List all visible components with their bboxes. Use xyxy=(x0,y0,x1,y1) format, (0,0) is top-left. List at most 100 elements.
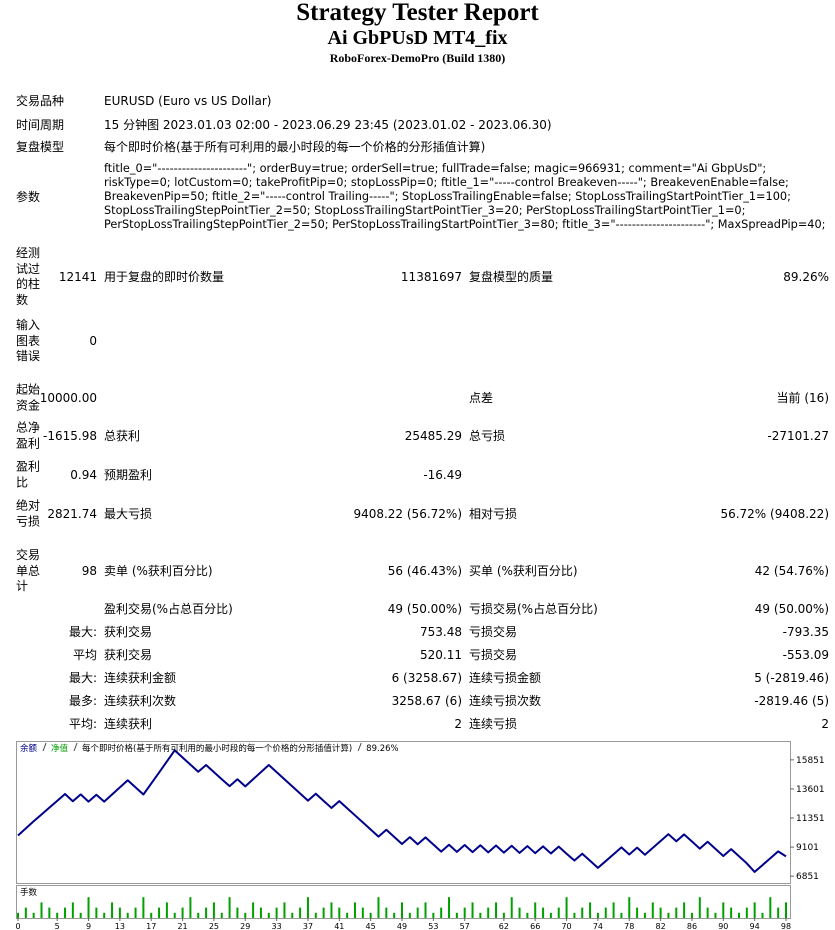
volume-bar xyxy=(620,912,623,918)
volume-bar xyxy=(785,902,787,918)
row-label: 交易单总计 xyxy=(16,547,41,593)
volume-bar xyxy=(659,907,662,918)
row-label: 交易品种 xyxy=(16,94,65,108)
volume-bar xyxy=(737,912,740,918)
row-label: 复盘模型 xyxy=(16,140,65,154)
row-label2: 用于复盘的即时价数量 xyxy=(104,270,225,284)
row-value: 0 xyxy=(89,334,97,348)
row-label3: 买单 (%获利百分比) xyxy=(469,564,578,578)
row-value: 0.94 xyxy=(70,468,97,482)
x-tick-label: 57 xyxy=(460,922,470,930)
volume-bar xyxy=(24,907,27,918)
x-tick-label: 13 xyxy=(115,922,125,930)
volume-bar xyxy=(581,907,584,918)
x-tick-label: 62 xyxy=(499,922,509,930)
volume-label: 手数 xyxy=(20,887,38,898)
row-value3: 42 (54.76%) xyxy=(754,564,829,578)
row-label: 输入图表错误 xyxy=(16,317,41,363)
row-value3: -27101.27 xyxy=(767,429,829,443)
volume-bar xyxy=(542,907,545,918)
y-tick-label: 9101 xyxy=(796,843,819,853)
volume-bar xyxy=(730,907,733,918)
x-tick-label: 17 xyxy=(146,922,156,930)
x-tick-label: 5 xyxy=(55,922,60,930)
volume-bar xyxy=(573,912,576,918)
row-label2: 连续获利金额 xyxy=(104,671,177,685)
row-value2: -16.49 xyxy=(423,468,462,482)
row-label3: 亏损交易 xyxy=(469,648,518,662)
row-value3: 89.26% xyxy=(783,270,829,284)
volume-frame xyxy=(16,885,791,919)
row-value: 98 xyxy=(81,564,97,578)
volume-bar xyxy=(589,902,592,918)
row-value2: 9408.22 (56.72%) xyxy=(353,507,462,521)
row-value3: 5 (-2819.46) xyxy=(754,671,829,685)
volume-bar xyxy=(416,907,419,918)
row-value: 2821.74 xyxy=(47,507,97,521)
volume-bar xyxy=(212,902,215,918)
row-value2: 2 xyxy=(454,717,462,731)
volume-bar xyxy=(103,912,106,918)
row-label3: 总亏损 xyxy=(469,429,506,443)
row-value2: 49 (50.00%) xyxy=(387,602,462,616)
row-label: 总净盈利 xyxy=(16,420,41,451)
x-tick-label: 53 xyxy=(428,922,438,930)
volume-bar xyxy=(87,897,90,918)
volume-bar xyxy=(346,912,349,918)
volume-bar xyxy=(283,902,286,918)
row-value2: 520.11 xyxy=(420,648,462,662)
volume-bar xyxy=(745,907,748,918)
row-label2: 连续获利 xyxy=(104,717,153,731)
row-label2: 连续获利次数 xyxy=(104,694,177,708)
volume-bar xyxy=(111,902,114,918)
volume-bar xyxy=(71,902,74,918)
row-label3: 点差 xyxy=(469,391,494,405)
row-label2: 盈利交易(%占总百分比) xyxy=(104,602,233,616)
row-label3: 相对亏损 xyxy=(469,507,518,521)
volume-bar xyxy=(205,907,208,918)
volume-bar xyxy=(471,902,474,918)
volume-bar xyxy=(79,912,82,918)
volume-bar xyxy=(628,897,631,918)
volume-bar xyxy=(424,902,427,918)
volume-bar xyxy=(322,907,325,918)
row-value2: 11381697 xyxy=(400,270,462,284)
volume-bar xyxy=(189,897,192,918)
row-prefix: 平均: xyxy=(68,717,97,731)
row-label2: 获利交易 xyxy=(104,648,153,662)
report-title: Strategy Tester Report xyxy=(296,0,539,26)
y-tick-label: 15851 xyxy=(796,756,825,766)
row-label3: 亏损交易(%占总百分比) xyxy=(469,602,598,616)
volume-bar xyxy=(126,912,129,918)
volume-bar xyxy=(299,907,302,918)
volume-bar xyxy=(557,907,560,918)
x-tick-label: 94 xyxy=(750,922,760,930)
row-label: 时间周期 xyxy=(16,118,65,132)
row-label2: 卖单 (%获利百分比) xyxy=(104,564,213,578)
volume-bar xyxy=(448,897,451,918)
volume-bar xyxy=(361,907,364,918)
legend-quality: 89.26% xyxy=(366,744,398,754)
row-prefix: 最大: xyxy=(68,625,97,639)
volume-bar xyxy=(236,907,239,918)
volume-bar xyxy=(683,902,686,918)
row-label: 起始资金 xyxy=(16,382,41,413)
volume-bar xyxy=(267,912,270,918)
volume-bar xyxy=(753,902,756,918)
x-tick-label: 70 xyxy=(561,922,571,930)
volume-bar xyxy=(408,912,411,918)
volume-bar xyxy=(252,902,255,918)
volume-bar xyxy=(777,907,780,918)
row-text: EURUSD (Euro vs US Dollar) xyxy=(104,94,272,108)
volume-bar xyxy=(596,912,599,918)
row-label3: 连续亏损金额 xyxy=(469,671,542,685)
volume-bar xyxy=(142,897,145,918)
volume-bar xyxy=(636,907,639,918)
volume-bar xyxy=(306,897,309,918)
legend-balance: 余额 xyxy=(20,743,38,754)
legend-separator xyxy=(73,742,78,752)
row-label: 绝对亏损 xyxy=(16,498,41,529)
volume-bar xyxy=(181,907,184,918)
volume-bar xyxy=(275,907,278,918)
